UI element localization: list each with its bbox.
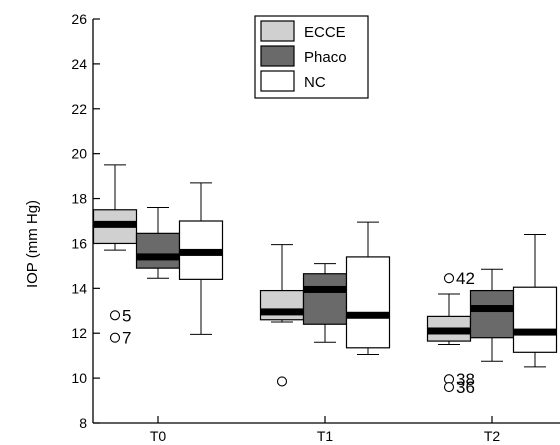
box-phaco-t1 <box>304 264 347 343</box>
box-phaco-t0 <box>137 208 180 279</box>
outlier-label: 42 <box>456 269 475 288</box>
box-iqr <box>514 287 557 352</box>
outlier-point <box>111 311 120 320</box>
y-tick-label: 24 <box>71 56 87 72</box>
x-tick-label: T2 <box>484 428 501 444</box>
y-tick-label: 10 <box>71 370 87 386</box>
legend: ECCE Phaco NC <box>255 16 368 98</box>
legend-swatch <box>261 71 294 91</box>
y-tick-label: 26 <box>71 11 87 27</box>
outlier-label: 36 <box>456 378 475 397</box>
box-phaco-t2 <box>471 269 514 361</box>
box-iqr <box>304 274 347 325</box>
median-bar <box>514 329 557 336</box>
outlier-point <box>445 274 454 283</box>
median-bar <box>428 327 471 334</box>
outlier-point <box>111 333 120 342</box>
box-nc-t0 <box>180 183 223 335</box>
box-iqr <box>137 233 180 268</box>
box-ecce-t1 <box>261 245 304 322</box>
box-iqr <box>347 257 390 348</box>
legend-label: ECCE <box>304 24 346 41</box>
x-tick-label: T0 <box>150 428 167 444</box>
y-tick-label: 8 <box>79 415 87 431</box>
box-nc-t1 <box>347 222 390 354</box>
y-tick-label: 12 <box>71 325 87 341</box>
box-ecce-t2 <box>428 294 471 345</box>
box-iqr <box>471 291 514 338</box>
legend-swatch <box>261 21 294 41</box>
outlier-label: 7 <box>122 329 131 348</box>
median-bar <box>261 308 304 315</box>
median-bar <box>137 253 180 260</box>
outlier-point <box>278 377 287 386</box>
y-tick-label: 20 <box>71 146 87 162</box>
median-bar <box>471 305 514 312</box>
y-tick-label: 18 <box>71 191 87 207</box>
legend-swatch <box>261 46 294 66</box>
y-tick-label: 14 <box>71 280 87 296</box>
x-tick-label: T1 <box>317 428 334 444</box>
box-nc-t2 <box>514 234 557 366</box>
y-tick-label: 16 <box>71 235 87 251</box>
y-tick-label: 22 <box>71 101 87 117</box>
median-bar <box>94 221 137 228</box>
box-ecce-t0 <box>94 165 137 250</box>
outlier-point <box>445 383 454 392</box>
legend-label: NC <box>304 74 326 91</box>
median-bar <box>304 286 347 293</box>
outlier-label: 5 <box>122 306 131 325</box>
y-axis-label: IOP (mm Hg) <box>24 200 41 288</box>
median-bar <box>180 249 223 256</box>
legend-label: Phaco <box>304 49 347 66</box>
median-bar <box>347 312 390 319</box>
